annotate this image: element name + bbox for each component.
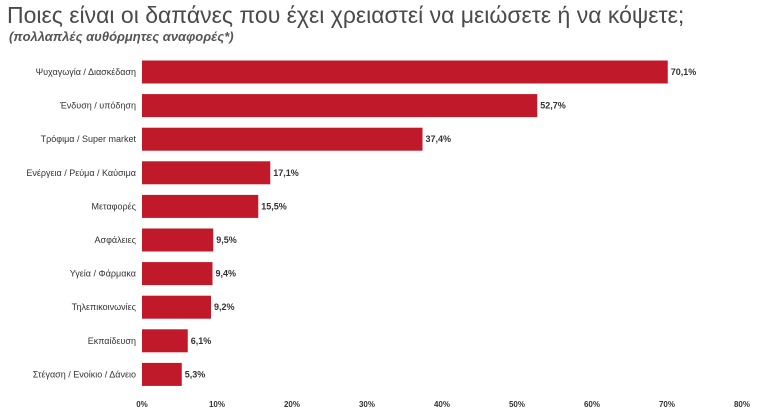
bar xyxy=(142,194,259,218)
bar xyxy=(142,295,211,319)
category-label: Υγεία / Φάρμακα xyxy=(70,269,136,279)
bar xyxy=(142,60,668,84)
bar xyxy=(142,161,271,185)
category-label: Τρόφιμα / Super market xyxy=(41,134,137,144)
category-label: Μεταφορές xyxy=(92,201,137,211)
category-label: Ασφάλειες xyxy=(95,235,137,245)
category-label: Στέγαση / Ενοίκιο / Δάνειο xyxy=(33,369,136,379)
category-label: Ψυχαγωγία / Διασκέδαση xyxy=(36,67,136,77)
category-label: Ένδυση / υπόδηση xyxy=(59,101,136,111)
data-label: 9,5% xyxy=(216,235,237,245)
category-label: Εκπαίδευση xyxy=(88,336,136,346)
x-tick-label: 80% xyxy=(734,400,750,409)
data-label: 9,4% xyxy=(216,269,237,279)
x-tick-label: 60% xyxy=(584,400,600,409)
bar xyxy=(142,329,188,353)
category-label: Ενέργεια / Ρεύμα / Καύσιμα xyxy=(26,168,136,178)
chart-title: Ποιες είναι οι δαπάνες που έχει χρειαστε… xyxy=(7,2,685,28)
data-label: 37,4% xyxy=(426,134,452,144)
x-tick-label: 20% xyxy=(284,400,300,409)
data-label: 70,1% xyxy=(671,67,697,77)
data-label: 9,2% xyxy=(214,302,235,312)
x-tick-label: 30% xyxy=(359,400,375,409)
data-label: 15,5% xyxy=(261,201,287,211)
bar xyxy=(142,362,182,386)
bar xyxy=(142,228,214,252)
data-label: 6,1% xyxy=(191,336,212,346)
data-label: 17,1% xyxy=(273,168,299,178)
bar xyxy=(142,262,213,286)
x-tick-label: 10% xyxy=(209,400,225,409)
x-tick-label: 0% xyxy=(136,400,148,409)
data-label: 5,3% xyxy=(185,369,206,379)
x-tick-label: 70% xyxy=(659,400,675,409)
x-tick-label: 50% xyxy=(509,400,525,409)
chart-subtitle: (πολλαπλές αυθόρμητες αναφορές*) xyxy=(9,29,234,44)
x-tick-label: 40% xyxy=(434,400,450,409)
category-label: Τηλεπικοινωνίες xyxy=(72,302,137,312)
data-label: 52,7% xyxy=(540,101,566,111)
bar xyxy=(142,94,538,118)
bar xyxy=(142,127,423,151)
